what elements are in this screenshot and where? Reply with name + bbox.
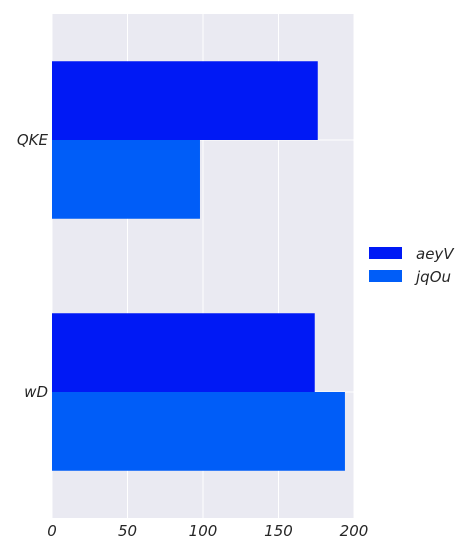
y-axis-ticks: QKE wD	[17, 131, 49, 401]
bar-aeyV-wD	[52, 313, 315, 392]
y-tick-label: QKE	[17, 131, 49, 149]
legend-label: aeyV	[416, 245, 455, 263]
bar-jqOu-wD	[52, 392, 345, 471]
legend: aeyV jqOu	[369, 245, 455, 286]
legend-swatch-jqOu	[369, 270, 402, 282]
legend-swatch-aeyV	[369, 247, 402, 259]
y-tick-label: wD	[24, 383, 48, 401]
x-axis-ticks: 0 50 100 150 200	[47, 522, 368, 540]
bars	[52, 61, 345, 471]
x-tick-label: 200	[340, 522, 369, 540]
bar-aeyV-QKE	[52, 61, 318, 140]
x-tick-label: 50	[118, 522, 137, 540]
x-tick-label: 0	[47, 522, 57, 540]
x-tick-label: 100	[189, 522, 218, 540]
x-tick-label: 150	[264, 522, 293, 540]
legend-label: jqOu	[414, 268, 451, 286]
bar-jqOu-QKE	[52, 140, 200, 219]
